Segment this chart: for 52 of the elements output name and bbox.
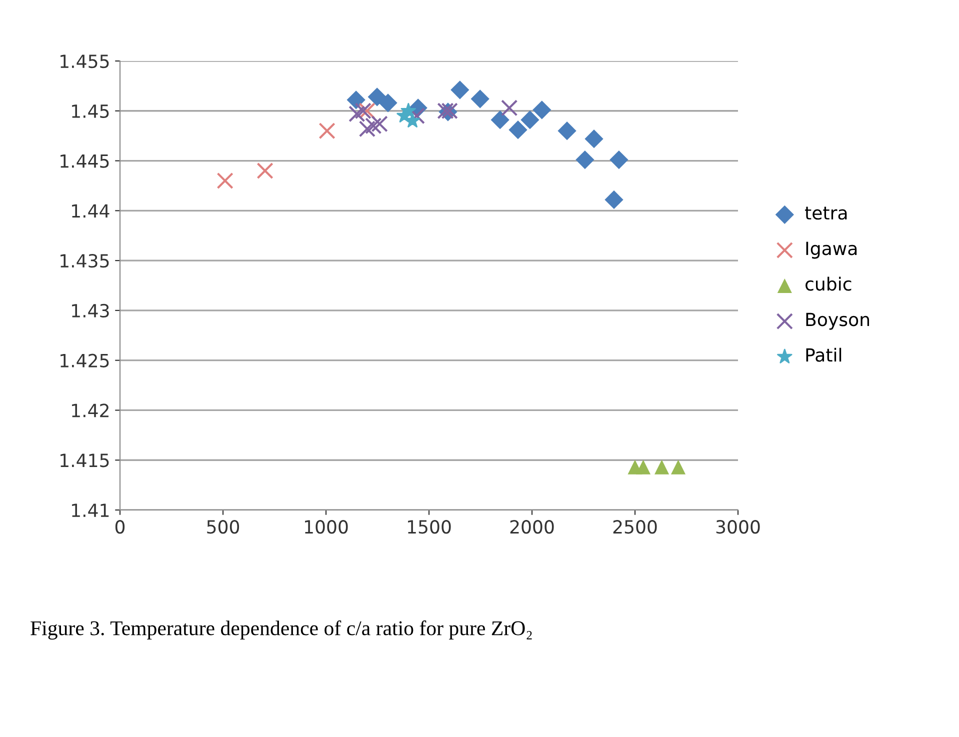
point — [470, 90, 490, 108]
x-tick-label: 1000 — [305, 520, 348, 534]
point — [520, 110, 540, 130]
x-tick-label: 0 — [115, 520, 125, 534]
point — [450, 80, 470, 100]
point — [256, 162, 274, 180]
point — [501, 100, 518, 116]
y-tick-label: 1.41 — [72, 504, 109, 517]
x-tick-label: 2500 — [613, 520, 657, 534]
legend-label: cubic — [806, 276, 852, 291]
point — [368, 88, 386, 106]
caption: Figure 3. Temperature dependence of c/a ratio for pure ZrO₂ — [30, 620, 532, 640]
point — [604, 190, 624, 210]
point — [636, 460, 651, 474]
point — [532, 100, 552, 120]
point — [358, 102, 376, 120]
legend-label: tetra — [805, 206, 847, 220]
y-tick-label: 1.415 — [60, 454, 109, 468]
point — [348, 106, 366, 122]
point — [358, 120, 376, 138]
y-tick-label: 1.43 — [72, 304, 109, 318]
y-tick-label: 1.45 — [72, 104, 109, 118]
point — [670, 460, 686, 474]
point — [610, 150, 628, 170]
x-tick-label: 3000 — [716, 520, 760, 534]
y-tick-label: 1.455 — [60, 54, 109, 68]
point — [378, 94, 398, 112]
point — [318, 122, 336, 140]
legend-label: Boyson — [806, 312, 870, 330]
x-tick-label: 2000 — [510, 520, 554, 534]
point — [354, 102, 372, 120]
point — [490, 110, 510, 130]
y-tick-label: 1.425 — [60, 354, 109, 368]
y-tick-label: 1.435 — [60, 254, 109, 268]
point — [371, 116, 388, 132]
point — [558, 122, 576, 140]
point — [508, 120, 528, 140]
legend-label: Patil — [806, 348, 842, 362]
point — [584, 130, 604, 148]
point — [437, 102, 454, 120]
y-tick-label: 1.42 — [72, 404, 108, 418]
point — [576, 150, 594, 170]
x-tick-label: 500 — [207, 520, 240, 534]
point — [216, 172, 234, 190]
x-tick-label: 1500 — [408, 520, 451, 534]
point — [365, 118, 382, 134]
point — [346, 90, 366, 110]
point — [654, 460, 670, 474]
y-tick-label: 1.445 — [60, 154, 109, 168]
point — [400, 102, 416, 118]
legend-label: Igawa — [806, 242, 857, 259]
y-tick-label: 1.44 — [72, 204, 110, 218]
